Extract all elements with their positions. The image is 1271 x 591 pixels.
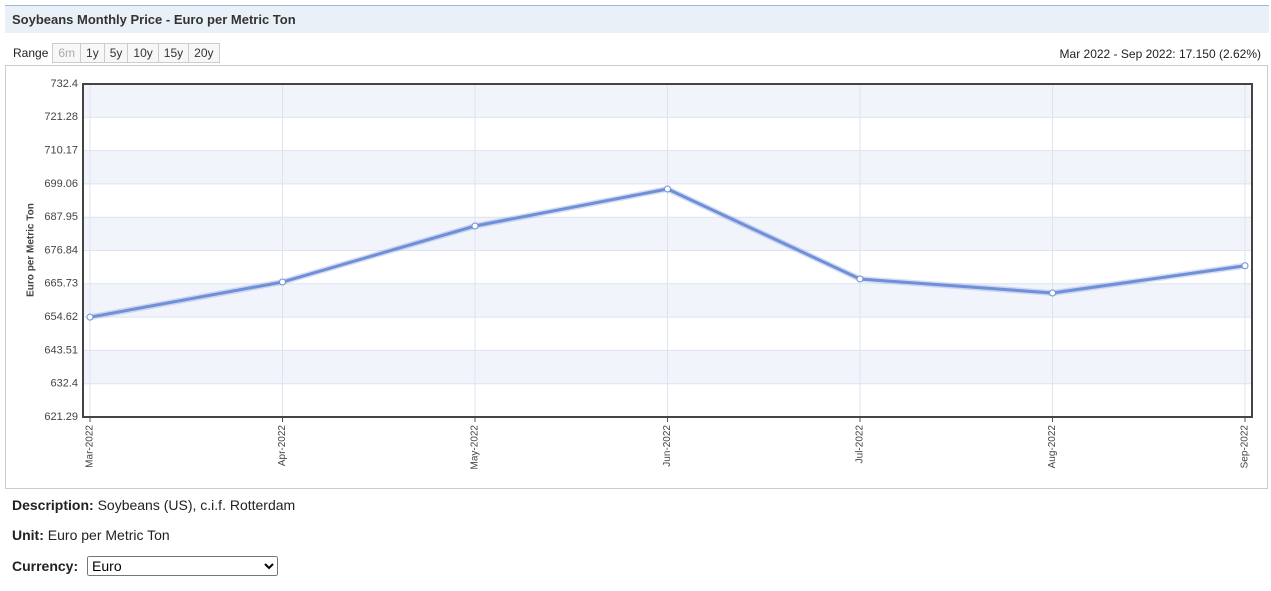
range-button[interactable]: 15y <box>157 43 190 63</box>
x-tick-label: May-2022 <box>470 425 481 470</box>
unit-text: Euro per Metric Ton <box>47 527 170 543</box>
x-tick-label: Aug-2022 <box>1047 425 1058 469</box>
y-tick-label: 643.51 <box>44 344 78 356</box>
header: Soybeans Monthly Price - Euro per Metric… <box>5 5 1269 33</box>
description-text: Soybeans (US), c.i.f. Rotterdam <box>97 497 296 513</box>
range-bar: Range 6m 1y 5y 10y 15y 20y <box>13 43 220 63</box>
y-tick-label: 687.95 <box>44 211 78 223</box>
y-tick-label: 665.73 <box>44 278 78 290</box>
y-axis-label: Euro per Metric Ton <box>26 203 37 297</box>
y-tick-label: 732.4 <box>50 78 78 90</box>
y-tick-label: 654.62 <box>44 311 78 323</box>
range-button[interactable]: 1y <box>80 43 105 63</box>
unit-label: Unit: <box>12 527 44 543</box>
description-label: Description: <box>12 497 94 513</box>
x-tick-label: Mar-2022 <box>85 425 96 468</box>
point <box>1241 262 1249 270</box>
point <box>86 313 94 321</box>
y-tick-label: 621.29 <box>44 411 78 423</box>
point <box>856 275 864 283</box>
range-button[interactable]: 10y <box>127 43 159 63</box>
currency-select[interactable]: Euro <box>87 556 279 576</box>
point <box>279 278 286 286</box>
y-tick-label: 676.84 <box>44 244 78 256</box>
point <box>471 222 479 230</box>
range-button[interactable]: 5y <box>103 43 129 63</box>
y-tick-label: 699.06 <box>44 178 78 190</box>
chart: Euro per Metric Ton 621.29 632.4 643.51 654… <box>26 78 1253 470</box>
range-button[interactable]: 20y <box>188 43 220 63</box>
title: Soybeans Monthly Price - Euro per Metric… <box>12 12 296 27</box>
range-label: Range <box>13 46 49 60</box>
y-tick-label: 721.28 <box>44 111 78 123</box>
currency-label: Currency: <box>12 558 79 574</box>
x-tick-label: Jul-2022 <box>855 425 866 464</box>
range-summary: Mar 2022 - Sep 2022: 17.150 (2.62%) <box>1059 47 1261 61</box>
point <box>664 185 671 193</box>
x-tick-label: Jun-2022 <box>662 425 673 467</box>
unit: Unit: Euro per Metric Ton <box>12 527 170 543</box>
currency: Currency: Euro <box>12 556 279 576</box>
plot-border <box>82 83 1253 418</box>
description: Description: Soybeans (US), c.i.f. Rotte… <box>12 497 295 513</box>
y-tick-label: 710.17 <box>44 145 78 157</box>
chart-box: Euro per Metric Ton 621.29 632.4 643.51 654… <box>5 65 1268 489</box>
y-tick-label: 632.4 <box>50 378 78 390</box>
x-tick-label: Apr-2022 <box>277 425 288 467</box>
point <box>1049 289 1056 297</box>
x-tick-label: Sep-2022 <box>1240 425 1251 469</box>
range-button[interactable]: 6m <box>52 43 82 63</box>
